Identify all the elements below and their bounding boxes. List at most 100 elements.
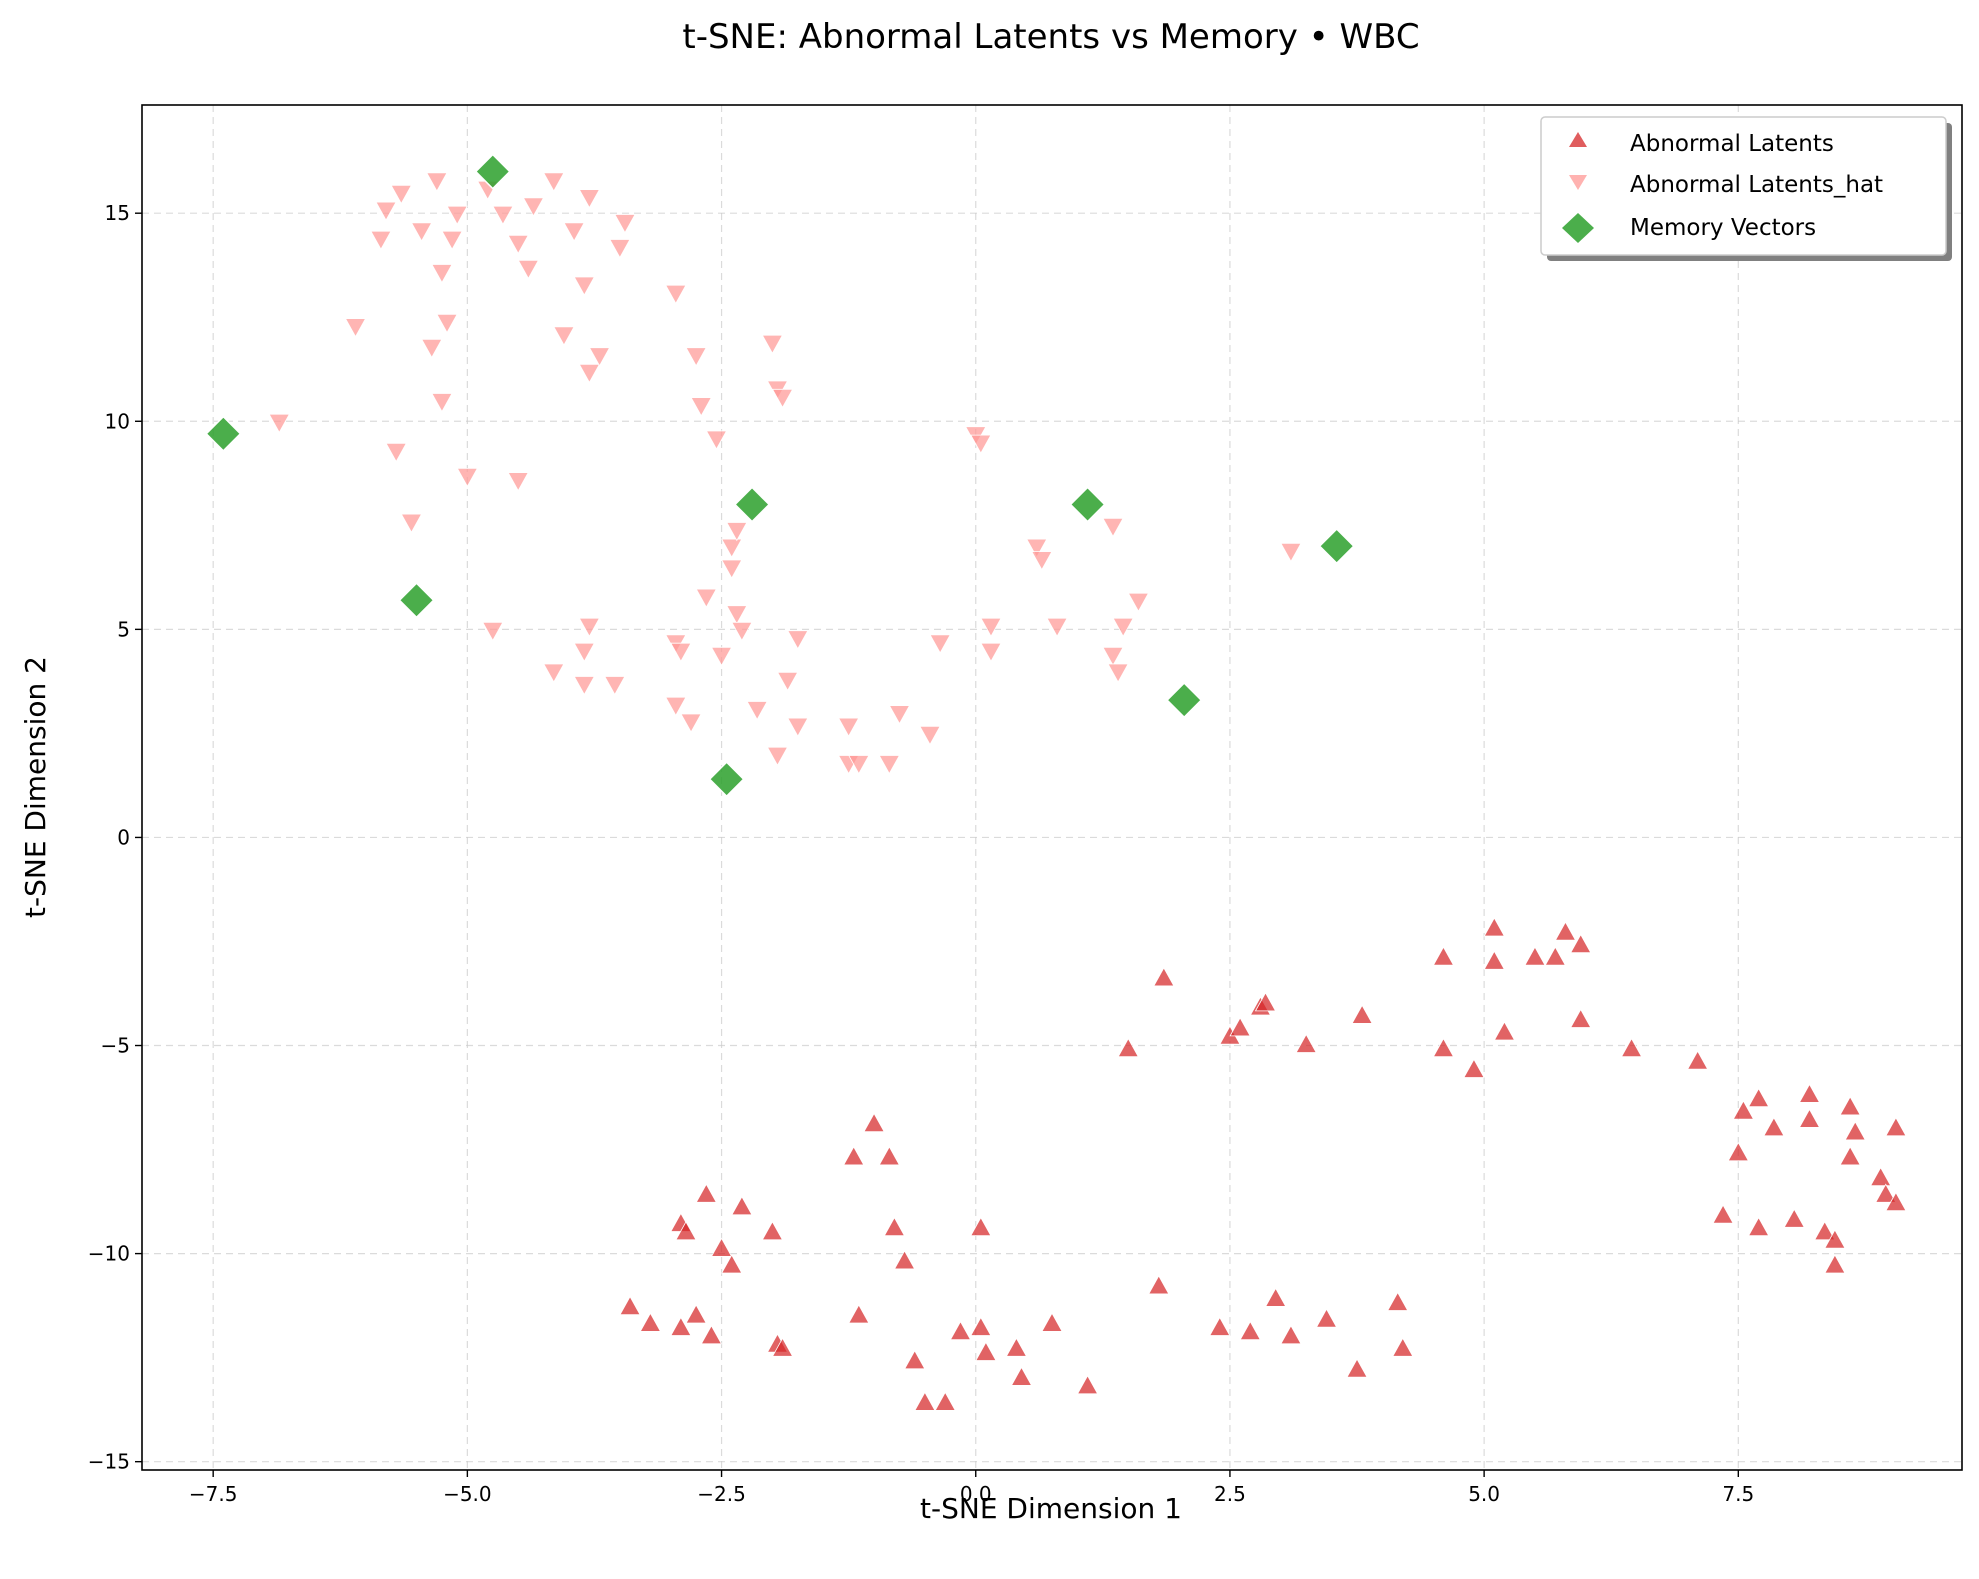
abnormal-latent-hat-point bbox=[837, 717, 860, 737]
abnormal-latent-hat-point bbox=[482, 621, 504, 642]
abnormal-latent-hat-point bbox=[573, 676, 595, 696]
abnormal-latent-hat-point bbox=[609, 239, 631, 259]
abnormal-latent-point bbox=[1783, 1208, 1805, 1228]
abnormal-latent-hat-point bbox=[710, 646, 733, 667]
abnormal-latent-hat-point bbox=[848, 755, 870, 775]
abnormal-latent-point bbox=[1432, 1037, 1455, 1058]
abnormal-latent-point bbox=[1229, 1017, 1251, 1037]
abnormal-latent-hat-point bbox=[705, 430, 728, 450]
abnormal-latent-hat-point bbox=[1031, 551, 1053, 571]
abnormal-latent-hat-point bbox=[1107, 663, 1129, 683]
abnormal-latent-point bbox=[721, 1254, 743, 1274]
legend-label-memory-vectors: Memory Vectors bbox=[1630, 215, 1816, 241]
abnormal-latent-hat-point bbox=[746, 701, 768, 721]
abnormal-latent-hat-point bbox=[578, 189, 601, 209]
abnormal-latent-hat-point bbox=[980, 617, 1002, 638]
x-tick-label: 2.5 bbox=[1214, 1482, 1246, 1506]
abnormal-latent-hat-point bbox=[553, 326, 575, 346]
abnormal-latent-hat-point bbox=[344, 318, 367, 338]
abnormal-latent-point bbox=[1432, 946, 1455, 966]
abnormal-latent-hat-point bbox=[787, 630, 809, 650]
abnormal-latent-hat-point bbox=[268, 413, 290, 434]
memory-vector-point bbox=[205, 415, 242, 452]
memory-vector-point bbox=[733, 486, 771, 523]
legend: Abnormal Latents Abnormal Latents_hat Me… bbox=[1540, 116, 1952, 261]
abnormal-latent-hat-point bbox=[517, 259, 540, 280]
abnormal-latent-point bbox=[1885, 1116, 1907, 1137]
abnormal-latent-hat-point bbox=[1127, 592, 1150, 613]
x-tick-label: −7.5 bbox=[189, 1482, 238, 1506]
abnormal-latent-point bbox=[1570, 933, 1592, 954]
abnormal-latent-point bbox=[1346, 1358, 1368, 1378]
abnormal-latent-point bbox=[1620, 1037, 1643, 1058]
abnormal-latent-hat-point bbox=[980, 642, 1002, 662]
abnormal-latent-hat-point bbox=[522, 197, 545, 217]
abnormal-latent-hat-point bbox=[1026, 538, 1048, 558]
abnormal-latent-hat-point bbox=[578, 617, 601, 638]
abnormal-latent-hat-point bbox=[731, 621, 753, 642]
abnormal-latent-point bbox=[670, 1316, 692, 1336]
abnormal-latent-hat-point bbox=[726, 522, 748, 542]
abnormal-latent-hat-point bbox=[695, 588, 717, 608]
abnormal-latent-hat-point bbox=[410, 222, 433, 242]
abnormal-latent-hat-point bbox=[507, 234, 529, 255]
abnormal-latent-point bbox=[1265, 1287, 1287, 1307]
abnormal-latent-point bbox=[934, 1391, 956, 1411]
abnormal-latent-hat-point bbox=[375, 201, 397, 221]
memory-vector-point bbox=[474, 153, 511, 190]
abnormal-latent-point bbox=[1351, 1004, 1373, 1024]
abnormal-latent-point bbox=[1153, 967, 1175, 987]
abnormal-latent-point bbox=[1747, 1216, 1770, 1237]
abnormal-latent-hat-point bbox=[721, 559, 743, 579]
abnormal-latent-point bbox=[1824, 1254, 1846, 1274]
abnormal-latent-point bbox=[1280, 1325, 1302, 1345]
y-tick-label: 0 bbox=[117, 825, 130, 849]
abnormal-latent-hat-point bbox=[919, 725, 941, 746]
abnormal-latent-point bbox=[1295, 1033, 1317, 1053]
abnormal-latent-point bbox=[1315, 1308, 1338, 1328]
abnormal-latent-point bbox=[1117, 1037, 1139, 1058]
axis-ticks: −7.5 −5.0 −2.5 0.0 2.5 5.0 7.5 −15 −10 −5 0 5 10 15 bbox=[88, 201, 1754, 1506]
abnormal-latent-point bbox=[675, 1220, 697, 1241]
abnormal-latent-hat-point bbox=[441, 230, 463, 250]
abnormal-latent-hat-point bbox=[685, 347, 707, 367]
abnormal-latent-hat-point bbox=[665, 696, 687, 717]
abnormal-latent-point bbox=[1798, 1108, 1821, 1128]
abnormal-latent-point bbox=[1686, 1050, 1709, 1070]
abnormal-latent-hat-point bbox=[761, 334, 784, 355]
x-tick-label: −5.0 bbox=[443, 1482, 492, 1506]
abnormal-latent-hat-point bbox=[1102, 517, 1124, 538]
abnormal-latent-point bbox=[771, 1337, 794, 1357]
abnormal-latent-point bbox=[970, 1316, 992, 1336]
abnormal-latent-hat-point bbox=[1046, 617, 1068, 638]
abnormal-latent-point bbox=[848, 1304, 870, 1324]
abnormal-latent-point bbox=[1554, 921, 1577, 941]
abnormal-latent-point bbox=[1824, 1229, 1846, 1249]
x-tick-label: −2.5 bbox=[697, 1482, 746, 1506]
abnormal-latent-point bbox=[949, 1320, 972, 1341]
legend-triangle-up-icon bbox=[1569, 132, 1587, 147]
abnormal-latent-hat-point bbox=[670, 642, 692, 662]
abnormal-latent-point bbox=[1839, 1146, 1861, 1166]
abnormal-latent-point bbox=[1570, 1008, 1592, 1028]
abnormal-latent-hat-point bbox=[436, 314, 458, 334]
abnormal-latent-point bbox=[1798, 1083, 1821, 1103]
abnormal-latent-point bbox=[1005, 1337, 1028, 1357]
abnormal-latent-point bbox=[731, 1195, 753, 1216]
abnormal-latent-hat-point bbox=[421, 338, 443, 359]
abnormal-latent-point bbox=[1844, 1121, 1866, 1141]
abnormal-latent-hat-point bbox=[573, 642, 595, 662]
memory-vector-point bbox=[1318, 528, 1355, 565]
abnormal-latent-point bbox=[914, 1391, 936, 1411]
abnormal-latent-hat-point bbox=[573, 276, 595, 296]
abnormal-latent-point bbox=[639, 1312, 662, 1332]
x-tick-label: 7.5 bbox=[1722, 1482, 1754, 1506]
abnormal-latent-point bbox=[904, 1349, 926, 1370]
abnormal-latent-point bbox=[878, 1146, 900, 1166]
y-tick-label: 15 bbox=[105, 201, 130, 225]
abnormal-latent-hat-point bbox=[456, 467, 479, 488]
abnormal-latent-hat-point bbox=[426, 172, 448, 192]
legend-label-abnormal-latents-hat: Abnormal Latents_hat bbox=[1630, 172, 1883, 198]
abnormal-latent-hat-point bbox=[776, 671, 799, 692]
